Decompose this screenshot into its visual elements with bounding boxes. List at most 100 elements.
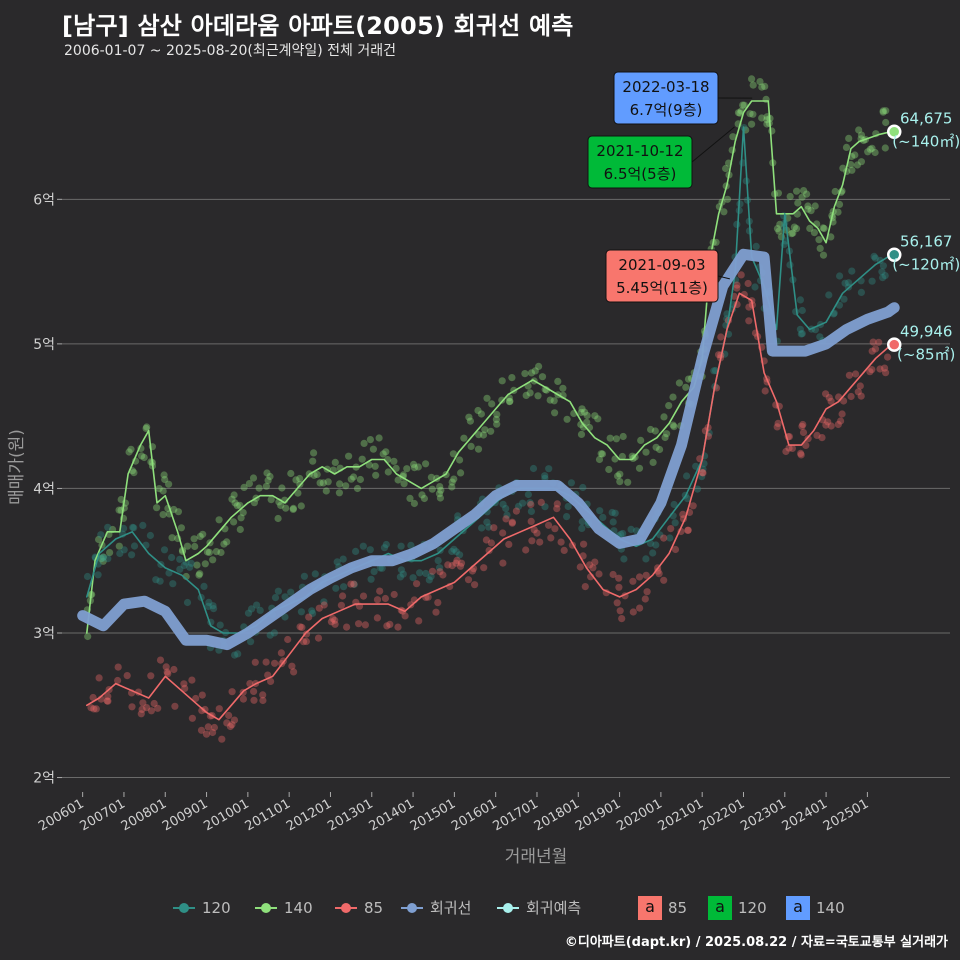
scatter-point-120 xyxy=(514,502,523,510)
scatter-point-120 xyxy=(671,519,679,527)
scatter-point-140 xyxy=(264,476,272,484)
scatter-point-120 xyxy=(183,598,192,607)
scatter-point-85 xyxy=(413,580,421,588)
scatter-point-120 xyxy=(879,274,887,282)
scatter-point-85 xyxy=(499,529,507,537)
scatter-point-140 xyxy=(467,442,475,450)
scatter-point-85 xyxy=(103,697,111,705)
scatter-point-120 xyxy=(683,472,691,480)
scatter-point-85 xyxy=(138,705,146,714)
scatter-point-140 xyxy=(230,491,238,499)
scatter-point-85 xyxy=(671,545,680,554)
scatter-point-140 xyxy=(99,557,107,565)
scatter-point-140 xyxy=(669,421,677,429)
scatter-point-85 xyxy=(733,284,741,292)
scatter-point-140 xyxy=(663,430,671,438)
scatter-point-85 xyxy=(163,668,171,676)
scatter-point-140 xyxy=(775,227,783,235)
scatter-point-120 xyxy=(382,540,390,549)
scatter-point-85 xyxy=(581,583,589,591)
scatter-point-85 xyxy=(698,469,707,477)
scatter-point-140 xyxy=(756,78,764,86)
scatter-point-140 xyxy=(774,189,783,197)
scatter-point-140 xyxy=(534,392,542,400)
chart-subtitle: 2006-01-07 ~ 2025-08-20(최근계약일) 전체 거래건 xyxy=(64,43,396,59)
scatter-point-85 xyxy=(799,420,807,429)
scatter-point-85 xyxy=(339,592,347,600)
scatter-point-140 xyxy=(99,553,107,561)
scatter-point-85 xyxy=(250,696,258,704)
scatter-point-85 xyxy=(884,353,892,361)
scatter-point-140 xyxy=(619,432,627,441)
scatter-point-140 xyxy=(125,448,133,456)
scatter-point-140 xyxy=(535,362,543,370)
scatter-point-140 xyxy=(127,445,135,453)
scatter-point-85 xyxy=(586,561,594,569)
scatter-point-85 xyxy=(139,699,147,707)
scatter-point-140 xyxy=(161,475,169,484)
scatter-point-140 xyxy=(788,230,796,238)
scatter-point-120 xyxy=(796,325,805,333)
scatter-point-140 xyxy=(612,435,621,443)
scatter-point-85 xyxy=(209,728,217,737)
legend-key-140-glyph xyxy=(255,902,277,913)
scatter-point-140 xyxy=(831,187,839,196)
scatter-point-85 xyxy=(655,570,663,578)
scatter-point-120 xyxy=(247,605,256,613)
scatter-point-120 xyxy=(425,576,433,584)
scatter-point-140 xyxy=(531,367,539,375)
scatter-point-140 xyxy=(236,501,244,509)
scatter-point-85 xyxy=(359,592,368,600)
scatter-point-85 xyxy=(218,735,226,743)
scatter-point-120 xyxy=(478,524,486,532)
scatter-point-85 xyxy=(284,635,292,644)
scatter-point-85 xyxy=(838,410,846,418)
scatter-point-140 xyxy=(637,436,645,444)
scatter-point-120 xyxy=(541,472,549,480)
scatter-point-85 xyxy=(192,694,200,703)
scatter-point-85 xyxy=(875,338,883,346)
scatter-point-85 xyxy=(818,434,826,442)
y-tick-label: 4억 xyxy=(33,481,55,497)
scatter-point-120 xyxy=(527,507,536,515)
annotation-price-120: 6.5억(5층) xyxy=(604,165,677,183)
scatter-point-120 xyxy=(733,220,741,228)
scatter-point-85 xyxy=(522,546,530,554)
scatter-point-85 xyxy=(822,390,830,398)
scatter-point-140 xyxy=(803,190,811,198)
scatter-point-140 xyxy=(855,126,863,134)
scatter-point-140 xyxy=(649,458,657,466)
scatter-point-85 xyxy=(104,697,112,705)
scatter-point-85 xyxy=(502,515,510,523)
scatter-point-85 xyxy=(508,518,516,526)
scatter-point-140 xyxy=(406,494,414,502)
scatter-point-85 xyxy=(448,562,456,570)
scatter-point-140 xyxy=(819,224,827,232)
scatter-point-140 xyxy=(428,485,436,493)
scatter-point-140 xyxy=(177,524,185,532)
scatter-point-120 xyxy=(205,598,213,607)
scatter-point-140 xyxy=(420,494,428,503)
scatter-point-120 xyxy=(168,553,176,562)
scatter-point-140 xyxy=(212,548,220,556)
legend-item-140: 140 xyxy=(254,896,313,918)
scatter-point-140 xyxy=(789,229,797,237)
scatter-point-120 xyxy=(180,561,188,570)
scatter-point-140 xyxy=(835,200,844,208)
scatter-point-140 xyxy=(403,465,411,473)
scatter-point-120 xyxy=(752,242,760,250)
scatter-point-140 xyxy=(729,133,737,141)
scatter-point-140 xyxy=(95,535,103,544)
scatter-point-140 xyxy=(807,207,815,215)
scatter-point-140 xyxy=(448,478,456,486)
scatter-point-140 xyxy=(583,418,591,426)
scatter-point-140 xyxy=(278,484,286,492)
scatter-point-85 xyxy=(591,558,599,566)
scatter-point-85 xyxy=(868,366,876,374)
scatter-point-140 xyxy=(365,461,373,469)
scatter-point-140 xyxy=(559,384,567,392)
scatter-point-140 xyxy=(577,430,586,438)
scatter-point-140 xyxy=(492,415,500,423)
scatter-point-85 xyxy=(857,392,865,400)
x-tick-label: 201801 xyxy=(532,796,582,834)
